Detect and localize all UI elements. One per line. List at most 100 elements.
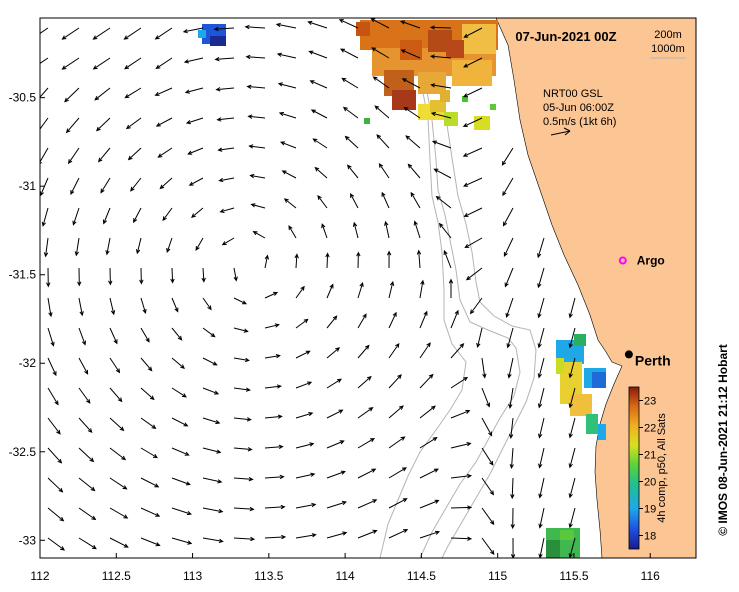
current-arrow — [182, 27, 204, 34]
current-arrow — [47, 447, 63, 464]
current-arrow — [476, 327, 483, 349]
colorbar-tick-label: 21 — [644, 450, 656, 462]
current-arrow — [448, 278, 454, 298]
current-arrow — [154, 87, 173, 96]
current-arrow — [295, 412, 314, 419]
current-arrow — [264, 474, 285, 480]
current-arrow — [140, 507, 161, 517]
current-arrow — [341, 77, 359, 89]
current-arrow — [95, 117, 111, 132]
current-arrow — [139, 267, 144, 285]
current-arrow — [61, 57, 80, 70]
current-arrow — [314, 166, 328, 179]
current-arrow — [140, 447, 158, 459]
current-arrow — [538, 447, 545, 469]
current-arrow — [307, 20, 328, 29]
colorbar-tick-label: 19 — [644, 504, 656, 516]
current-arrow — [47, 477, 64, 493]
current-arrow — [510, 537, 516, 558]
current-arrow — [92, 27, 111, 40]
current-arrow — [326, 440, 345, 449]
current-arrow — [40, 87, 49, 98]
current-arrow — [357, 344, 370, 359]
current-arrow — [171, 417, 189, 427]
current-arrow — [537, 237, 545, 259]
current-arrow — [166, 237, 173, 253]
current-arrow — [438, 222, 452, 239]
current-arrow — [202, 537, 224, 543]
current-arrow — [505, 297, 514, 318]
current-arrow — [507, 357, 514, 379]
current-arrow — [185, 117, 204, 125]
current-arrow — [202, 417, 221, 425]
perth-city-marker — [624, 350, 633, 359]
current-arrow — [317, 194, 328, 209]
current-arrow — [109, 447, 127, 461]
current-arrow — [65, 117, 80, 134]
current-arrow — [125, 117, 142, 130]
current-arrow — [537, 297, 545, 319]
current-arrow — [371, 47, 390, 59]
current-arrow — [481, 357, 487, 379]
current-arrow — [350, 193, 359, 209]
current-arrow — [78, 447, 95, 463]
current-arrow — [400, 20, 421, 29]
current-arrow — [462, 87, 483, 98]
current-arrow — [357, 438, 375, 449]
current-arrow — [250, 203, 266, 209]
current-arrow — [357, 375, 372, 389]
current-arrow — [202, 507, 224, 514]
current-arrow — [191, 207, 204, 218]
current-arrow — [108, 267, 113, 286]
current-arrow — [218, 177, 235, 183]
current-arrow — [283, 198, 297, 209]
current-arrow — [171, 507, 192, 516]
land-western-australia — [495, 18, 696, 558]
current-arrow — [481, 507, 495, 526]
current-arrow — [188, 177, 204, 186]
current-arrow — [326, 531, 348, 539]
current-arrow — [202, 327, 216, 338]
current-arrow — [46, 267, 51, 288]
current-arrow — [109, 477, 128, 490]
current-arrow — [508, 387, 514, 409]
current-arrow — [568, 537, 576, 558]
current-arrow — [388, 529, 409, 539]
current-arrow — [357, 529, 378, 539]
current-arrow — [264, 323, 280, 329]
current-arrow — [312, 138, 328, 149]
current-arrow — [537, 387, 545, 409]
current-arrow — [419, 499, 440, 509]
current-arrow — [419, 310, 428, 329]
current-arrow — [384, 220, 390, 239]
isobath-legend-1000m: 1000m — [651, 43, 685, 55]
current-arrow — [295, 442, 315, 449]
current-arrow — [400, 49, 421, 59]
current-arrow — [357, 313, 367, 329]
current-arrow — [568, 447, 576, 469]
current-vectors — [40, 18, 576, 558]
current-arrow — [43, 237, 49, 258]
current-arrow — [264, 504, 286, 510]
current-arrow — [357, 499, 378, 509]
lat-tick-label: -30.5 — [9, 91, 37, 105]
current-arrow — [70, 177, 80, 196]
current-arrow — [252, 231, 266, 239]
current-arrow — [74, 237, 80, 257]
current-arrow — [501, 147, 514, 166]
current-arrow — [388, 498, 408, 509]
current-arrow — [419, 468, 439, 479]
current-arrow — [61, 27, 80, 40]
current-arrow — [202, 387, 220, 395]
current-arrow — [381, 191, 390, 209]
current-arrow — [264, 291, 279, 299]
current-arrow — [450, 309, 459, 329]
current-arrow — [277, 82, 297, 89]
current-arrow — [140, 417, 157, 429]
current-arrow — [40, 27, 49, 34]
current-arrow — [538, 507, 545, 529]
current-arrow — [295, 285, 305, 299]
current-arrow — [431, 140, 452, 149]
current-arrow — [430, 83, 452, 89]
